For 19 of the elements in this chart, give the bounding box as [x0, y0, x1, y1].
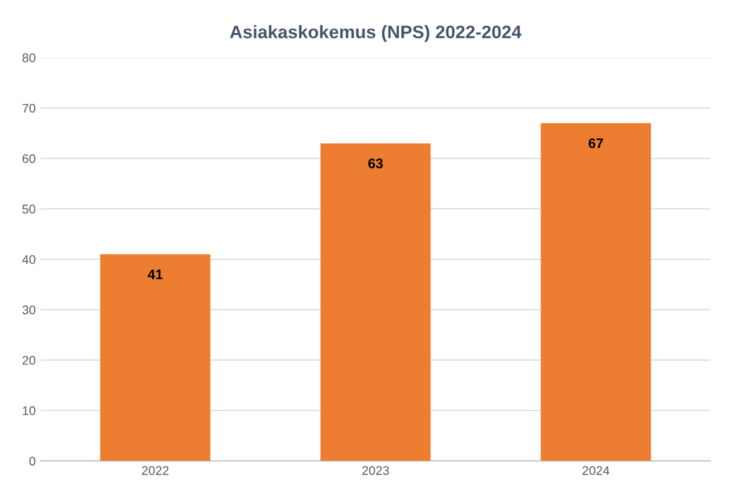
y-tick-label: 50: [22, 204, 36, 214]
x-tick-label: 2022: [142, 466, 169, 475]
y-tick-label: 30: [22, 305, 36, 314]
data-label: 63: [368, 158, 383, 168]
y-tick-label: 60: [22, 154, 36, 164]
y-tick-label: 10: [22, 406, 36, 416]
chart-title: Asiakaskokemus (NPS) 2022-2024: [230, 25, 522, 42]
bar: [100, 254, 210, 461]
y-tick-label: 80: [22, 53, 36, 62]
bar: [320, 143, 431, 461]
data-label: 41: [148, 270, 163, 280]
bar: [540, 123, 651, 461]
y-tick-label: 70: [22, 104, 36, 113]
y-tick-label: 40: [22, 255, 36, 264]
data-label: 67: [588, 138, 603, 148]
x-tick-label: 2024: [582, 466, 610, 475]
x-tick-label: 2023: [362, 466, 389, 475]
y-tick-label: 0: [29, 456, 36, 466]
y-tick-label: 20: [22, 356, 36, 365]
